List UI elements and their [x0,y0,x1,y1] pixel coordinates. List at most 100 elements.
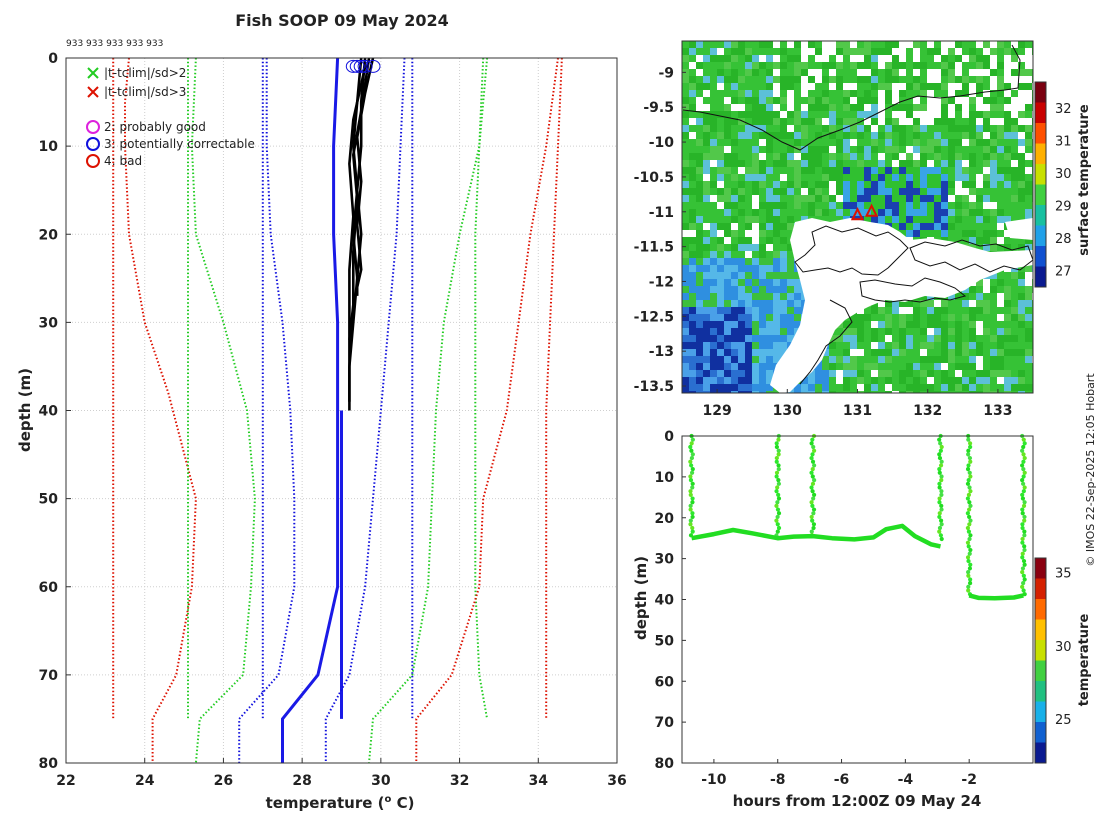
sst-pixel [724,216,731,223]
sst-pixel [962,48,969,55]
sst-pixel [948,90,955,97]
section-colorbar-band [1035,722,1046,743]
sst-pixel [941,69,948,76]
section-colorbar-band [1035,599,1046,620]
sst-pixel [1025,160,1032,167]
sst-pixel [710,174,717,181]
sst-pixel [997,62,1004,69]
sst-pixel [724,230,731,237]
sst-pixel [843,125,850,132]
sst-pixel [752,230,759,237]
sst-pixel [927,153,934,160]
sst-pixel [696,286,703,293]
sst-pixel [920,342,927,349]
sst-pixel [934,83,941,90]
sst-pixel [731,328,738,335]
sst-pixel [801,167,808,174]
sst-pixel [766,167,773,174]
sst-pixel [1025,237,1032,244]
cast-dot [937,467,942,472]
chart-title: Fish SOOP 09 May 2024 [235,11,449,30]
sst-pixel [864,118,871,125]
sst-pixel [934,230,941,237]
sst-pixel [1025,370,1032,377]
sst-pixel [836,335,843,342]
sst-pixel [682,111,689,118]
sst-pixel [857,328,864,335]
sst-pixel [920,230,927,237]
sst-pixel [717,195,724,202]
sst-pixel [801,55,808,62]
sst-pixel [913,174,920,181]
cast-dot [688,459,693,464]
sst-pixel [948,237,955,244]
coast-darwin [799,299,853,385]
sst-pixel [920,111,927,118]
cast-dot [688,507,693,512]
sst-pixel [773,251,780,258]
sst-pixel [745,293,752,300]
cast-dot [810,503,815,508]
sst-pixel [759,167,766,174]
sst-pixel [899,118,906,125]
sst-pixel [780,307,787,314]
sst-pixel [892,167,899,174]
sst-pixel [731,90,738,97]
sst-pixel [801,160,808,167]
sst-pixel [787,209,794,216]
sst-pixel [1011,314,1018,321]
sst-pixel [885,167,892,174]
sst-pixel [1011,132,1018,139]
sst-pixel [934,55,941,62]
sst-pixel [724,83,731,90]
sst-pixel [780,286,787,293]
sst-pixel [780,321,787,328]
sst-pixel [892,223,899,230]
sst-pixel [997,41,1004,48]
sst-pixel [773,69,780,76]
sst-pixel [850,181,857,188]
sst-pixel [766,265,773,272]
sst-pixel [1025,90,1032,97]
sst-pixel [990,328,997,335]
sst-pixel [780,209,787,216]
sst-pixel [808,97,815,104]
sst-pixel [857,167,864,174]
sst-pixel [934,48,941,55]
sst-pixel [892,132,899,139]
sst-pixel [878,335,885,342]
sst-pixel [731,111,738,118]
sst-pixel [969,356,976,363]
sst-pixel [871,62,878,69]
sst-pixel [696,356,703,363]
sst-pixel [941,300,948,307]
sst-pixel [948,111,955,118]
sst-pixel [759,300,766,307]
sst-pixel [682,244,689,251]
sst-pixel [997,377,1004,384]
sst-pixel [962,83,969,90]
sst-pixel [738,342,745,349]
sst-pixel [1011,293,1018,300]
sst-pixel [850,48,857,55]
sst-pixel [913,223,920,230]
sst-pixel [689,62,696,69]
cast-dot [690,529,695,534]
profile-ytick-label: 70 [39,668,59,684]
sst-pixel [759,202,766,209]
sst-pixel [962,293,969,300]
sst-pixel [969,174,976,181]
sst-pixel [1004,384,1011,391]
sst-pixel [1011,356,1018,363]
sst-pixel [871,342,878,349]
sst-pixel [829,202,836,209]
sst-pixel [892,202,899,209]
sst-pixel [703,251,710,258]
sst-pixel [696,76,703,83]
sst-pixel [822,209,829,216]
sst-pixel [689,111,696,118]
sst-pixel [878,384,885,391]
sst-pixel [864,216,871,223]
